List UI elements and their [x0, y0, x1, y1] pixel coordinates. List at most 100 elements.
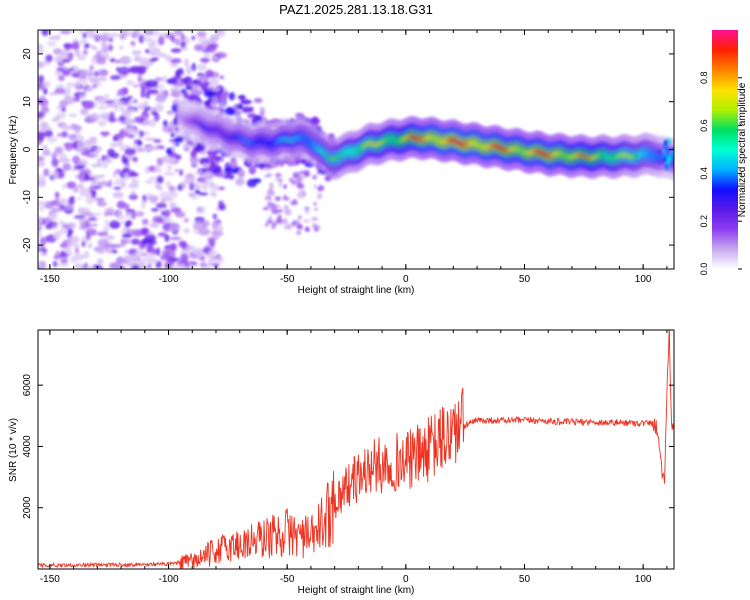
spectrogram-cell [63, 96, 75, 105]
spectrogram-cell [144, 137, 154, 141]
spectrogram-cell [69, 196, 76, 200]
spectrogram-cell [48, 36, 57, 40]
spectrogram-cell [278, 181, 282, 188]
spectrogram-cell [188, 192, 197, 197]
spectrogram-cell [197, 192, 209, 196]
spectrogram-cell [132, 50, 140, 56]
spectrogram-cell [169, 202, 177, 209]
spectrogram-cell [96, 56, 107, 65]
spectrogram-cell [228, 108, 236, 114]
spectrogram-cell [312, 223, 317, 229]
spectrogram-cell [46, 41, 57, 47]
spectrogram-cell [192, 156, 197, 163]
spectrogram-cell [84, 265, 96, 269]
spectrogram-cell [120, 238, 126, 247]
spectrogram-cell [131, 211, 136, 220]
spectrogram-cell [271, 222, 279, 226]
spectrogram-cell [77, 54, 86, 61]
spectrogram-cell [38, 156, 45, 162]
spectrogram-cell [163, 209, 171, 218]
spectrogram-cell [140, 111, 150, 120]
spectrogram-cell [241, 106, 252, 113]
spectrogram-cell [208, 237, 219, 241]
spectrogram-cell [93, 223, 98, 227]
spectrogram-cell [133, 30, 141, 38]
spectrogram-cell [38, 204, 45, 212]
spectrogram-cell [183, 227, 190, 234]
spectrogram-cell [146, 148, 152, 153]
spectrogram-cell [162, 119, 169, 128]
spectrogram-cell [211, 86, 221, 92]
spectrogram-cell [156, 175, 164, 184]
spectrogram-cell [38, 61, 45, 69]
spectrogram-cell [217, 256, 224, 264]
spectrogram-cell [103, 224, 110, 234]
spectrogram-cell [193, 221, 202, 226]
spectrogram-cell [170, 242, 177, 252]
x-tick-label: -50 [280, 274, 295, 285]
spectrogram-cell [115, 100, 125, 107]
spectrogram-cell [164, 217, 173, 224]
spectrogram-cell [199, 57, 210, 63]
snr-y-axis: 2000 4000 6000 [22, 374, 674, 519]
spectrogram-cell [113, 186, 122, 190]
spectrogram-cell [190, 163, 198, 168]
spectrogram-cell [38, 200, 47, 206]
spectrogram-cell [54, 146, 64, 155]
spectrogram-cell [53, 48, 63, 55]
spectrogram-cell [180, 253, 189, 263]
spectrogram-cell [178, 240, 187, 248]
spectrogram-cell [132, 156, 138, 163]
x-tick-label: -100 [159, 574, 179, 585]
snr-background [38, 330, 674, 569]
spectrogram-cell [157, 232, 168, 237]
spectrogram-cell [85, 232, 91, 240]
y-tick-label: 10 [22, 96, 33, 108]
spectrogram-cell [64, 86, 72, 96]
spectrogram-cell [116, 200, 126, 209]
spectrogram-cell [195, 46, 207, 51]
spectrogram-cell [316, 193, 323, 200]
spectrogram-cell [211, 220, 219, 230]
spectrogram-cell [131, 179, 140, 184]
spectrogram-cell [229, 165, 239, 174]
spectrogram-cell [209, 183, 220, 192]
spectrogram-cell [109, 244, 122, 248]
spectrogram-cell [114, 178, 126, 183]
spectrogram-cell [78, 40, 86, 45]
spectrogram-cell [277, 214, 282, 220]
spectrogram-cell [259, 162, 265, 170]
spectrogram-cell [157, 36, 165, 46]
spectrogram-cell [274, 196, 282, 201]
spectrogram-cell [263, 167, 271, 171]
spectrogram-cell [98, 120, 107, 127]
spectrogram-cell [89, 64, 94, 72]
spectrogram-cell [52, 260, 58, 268]
spectrogram-cell [155, 184, 162, 190]
spectrogram-cell [98, 76, 108, 82]
spectrogram-cell [211, 96, 219, 104]
spectrogram-cell [72, 155, 81, 164]
spectrogram-cell [234, 109, 241, 117]
spectrogram-cell [299, 189, 306, 195]
spectrogram-cell [135, 249, 144, 258]
spectrogram-cell [65, 82, 78, 88]
spectrogram-cell [145, 79, 158, 87]
spectrogram-cell [38, 160, 46, 167]
spectrogram-cell [77, 160, 89, 166]
spectrogram-cell [71, 72, 81, 78]
spectrogram-cell [102, 242, 111, 249]
spectrogram-cell [199, 157, 209, 165]
spectrogram-cell [74, 49, 81, 57]
spectrogram-cell [196, 31, 207, 38]
spectrogram-cell [138, 148, 146, 152]
spectrogram-cell [291, 221, 297, 227]
colorbar-label: Normalized spectral amplitude [737, 82, 748, 217]
spectrogram-cell [153, 139, 162, 143]
spectrogram-cell [158, 52, 167, 58]
spectrogram-cell [167, 127, 174, 134]
spectrogram-cell [59, 242, 68, 249]
spectrogram-cell [148, 223, 160, 228]
spectrogram-cell [233, 104, 239, 111]
